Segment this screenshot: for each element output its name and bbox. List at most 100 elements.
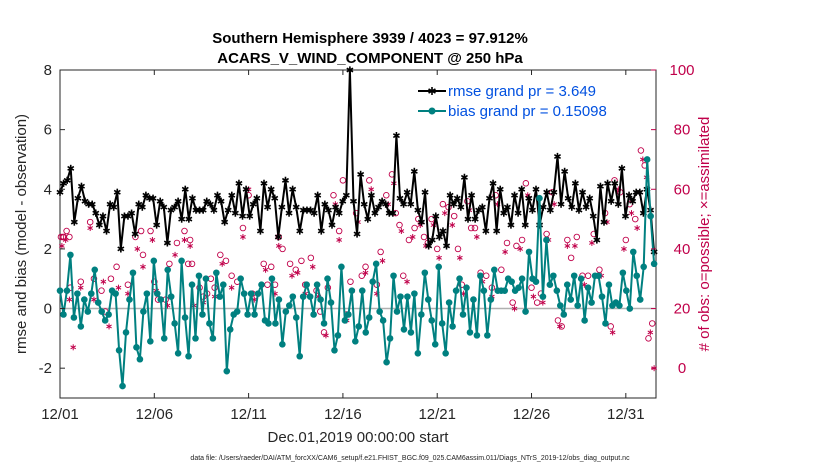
- rmse-point: [618, 164, 626, 172]
- rmse-point: [496, 185, 504, 193]
- bias-point: [470, 296, 477, 303]
- rmse-point-core: [534, 187, 538, 191]
- rmse-point: [224, 206, 232, 214]
- rmse-point-core: [348, 68, 352, 72]
- rmse-point: [88, 200, 96, 208]
- rmse-point: [607, 197, 615, 205]
- obs-assimilated-marker: [100, 278, 107, 285]
- bias-point: [386, 335, 394, 342]
- x-tick-label: 12/01: [41, 406, 79, 423]
- y-right-tick-label: 100: [669, 62, 694, 79]
- obs-assimilated-marker: [219, 260, 226, 267]
- obs-possible-marker: [405, 236, 413, 244]
- x-axis-label: Dec.01,2019 00:00:00 start: [268, 429, 450, 446]
- legend-rmse-asterisk: [428, 87, 436, 95]
- bias-point: [345, 311, 352, 318]
- rmse-point-core: [183, 187, 187, 191]
- bias-point: [157, 296, 165, 303]
- rmse-point: [557, 200, 565, 208]
- bias-point: [390, 272, 397, 280]
- chart-subtitle: ACARS_V_WIND_COMPONENT @ 250 hPa: [217, 50, 523, 67]
- rmse-point-core: [298, 229, 302, 233]
- rmse-point-core: [344, 193, 348, 197]
- bias-point: [56, 287, 64, 294]
- obs-possible-marker: [383, 191, 390, 199]
- bias-point: [174, 349, 182, 357]
- obs-assimilated-marker: [106, 323, 112, 330]
- obs-assimilated-marker: [172, 251, 178, 258]
- rmse-point: [163, 239, 171, 247]
- bias-point: [306, 293, 314, 300]
- y-axis-label-right: # of obs: o=possible; ×=assimilated: [696, 117, 713, 352]
- obs-assimilated-marker: [572, 242, 578, 249]
- rmse-point-core: [516, 211, 520, 215]
- obs-possible-marker: [564, 236, 571, 244]
- bias-point: [629, 248, 637, 256]
- rmse-point: [485, 194, 493, 202]
- rmse-point: [471, 215, 479, 223]
- rmse-point-core: [233, 211, 237, 215]
- bias-point: [153, 290, 161, 297]
- bias-point: [91, 266, 99, 274]
- bias-point: [254, 290, 262, 297]
- rmse-point: [260, 179, 268, 187]
- bias-point: [209, 335, 217, 342]
- rmse-point-core: [366, 217, 370, 221]
- legend-rmse-asterisk-core: [430, 89, 434, 93]
- bias-point: [623, 287, 630, 294]
- obs-assimilated-marker: [149, 236, 156, 243]
- rmse-point-core: [190, 196, 195, 200]
- rmse-point-core: [462, 175, 467, 179]
- obs-possible-marker: [66, 233, 73, 241]
- rmse-point-core: [276, 235, 280, 239]
- rmse-point-core: [79, 184, 84, 188]
- rmse-point: [571, 179, 579, 187]
- obs-possible-marker: [411, 224, 418, 232]
- obs-possible-marker: [454, 245, 462, 253]
- rmse-point: [156, 197, 164, 205]
- bias-point: [421, 269, 429, 277]
- rmse-point: [321, 200, 329, 208]
- rmse-point-core: [620, 166, 624, 170]
- bias-point: [518, 275, 526, 283]
- obs-assimilated-marker: [436, 254, 442, 261]
- bias-point: [435, 263, 443, 271]
- obs-possible-marker: [330, 191, 337, 199]
- rmse-point: [446, 191, 454, 199]
- ticks: 12/01 12/06 12/11 12/16 12/21 12/26 12/31 -2 0 2 4…: [39, 62, 695, 423]
- obs-assimilated-marker: [609, 329, 616, 336]
- bias-point: [126, 296, 133, 303]
- bias-point: [411, 290, 418, 297]
- rmse-point-core: [176, 199, 180, 203]
- bias-point: [463, 284, 470, 291]
- rmse-point: [99, 212, 107, 220]
- bias-point: [223, 367, 231, 375]
- obs-possible-marker: [173, 239, 181, 247]
- rmse-point-core: [223, 220, 227, 224]
- rmse-point: [253, 194, 261, 202]
- rmse-point-core: [412, 169, 416, 173]
- rmse-point-core: [151, 196, 155, 200]
- bias-point: [522, 308, 529, 315]
- bias-point: [87, 290, 95, 297]
- obs-possible-marker: [335, 227, 343, 235]
- rmse-point: [160, 203, 168, 211]
- bias-point: [577, 275, 585, 283]
- legend-bias-marker: [428, 107, 436, 115]
- bias-point: [181, 314, 189, 321]
- bias-point: [143, 290, 151, 297]
- bias-point: [112, 290, 119, 297]
- bias-point: [324, 275, 331, 283]
- chart-title: Southern Hemisphere 3939 / 4023 = 97.912…: [212, 30, 528, 47]
- rmse-point-core: [140, 205, 144, 209]
- obs-assimilated-marker: [187, 242, 193, 249]
- bias-point: [63, 287, 71, 294]
- obs-assimilated-marker: [77, 284, 84, 291]
- rmse-point-core: [541, 205, 545, 209]
- obs-assimilated-marker: [294, 269, 301, 276]
- rmse-point-core: [165, 241, 169, 245]
- rmse-point-core: [258, 229, 263, 233]
- rmse-point-core: [401, 202, 406, 206]
- bias-point: [167, 293, 175, 300]
- rmse-point: [550, 188, 558, 196]
